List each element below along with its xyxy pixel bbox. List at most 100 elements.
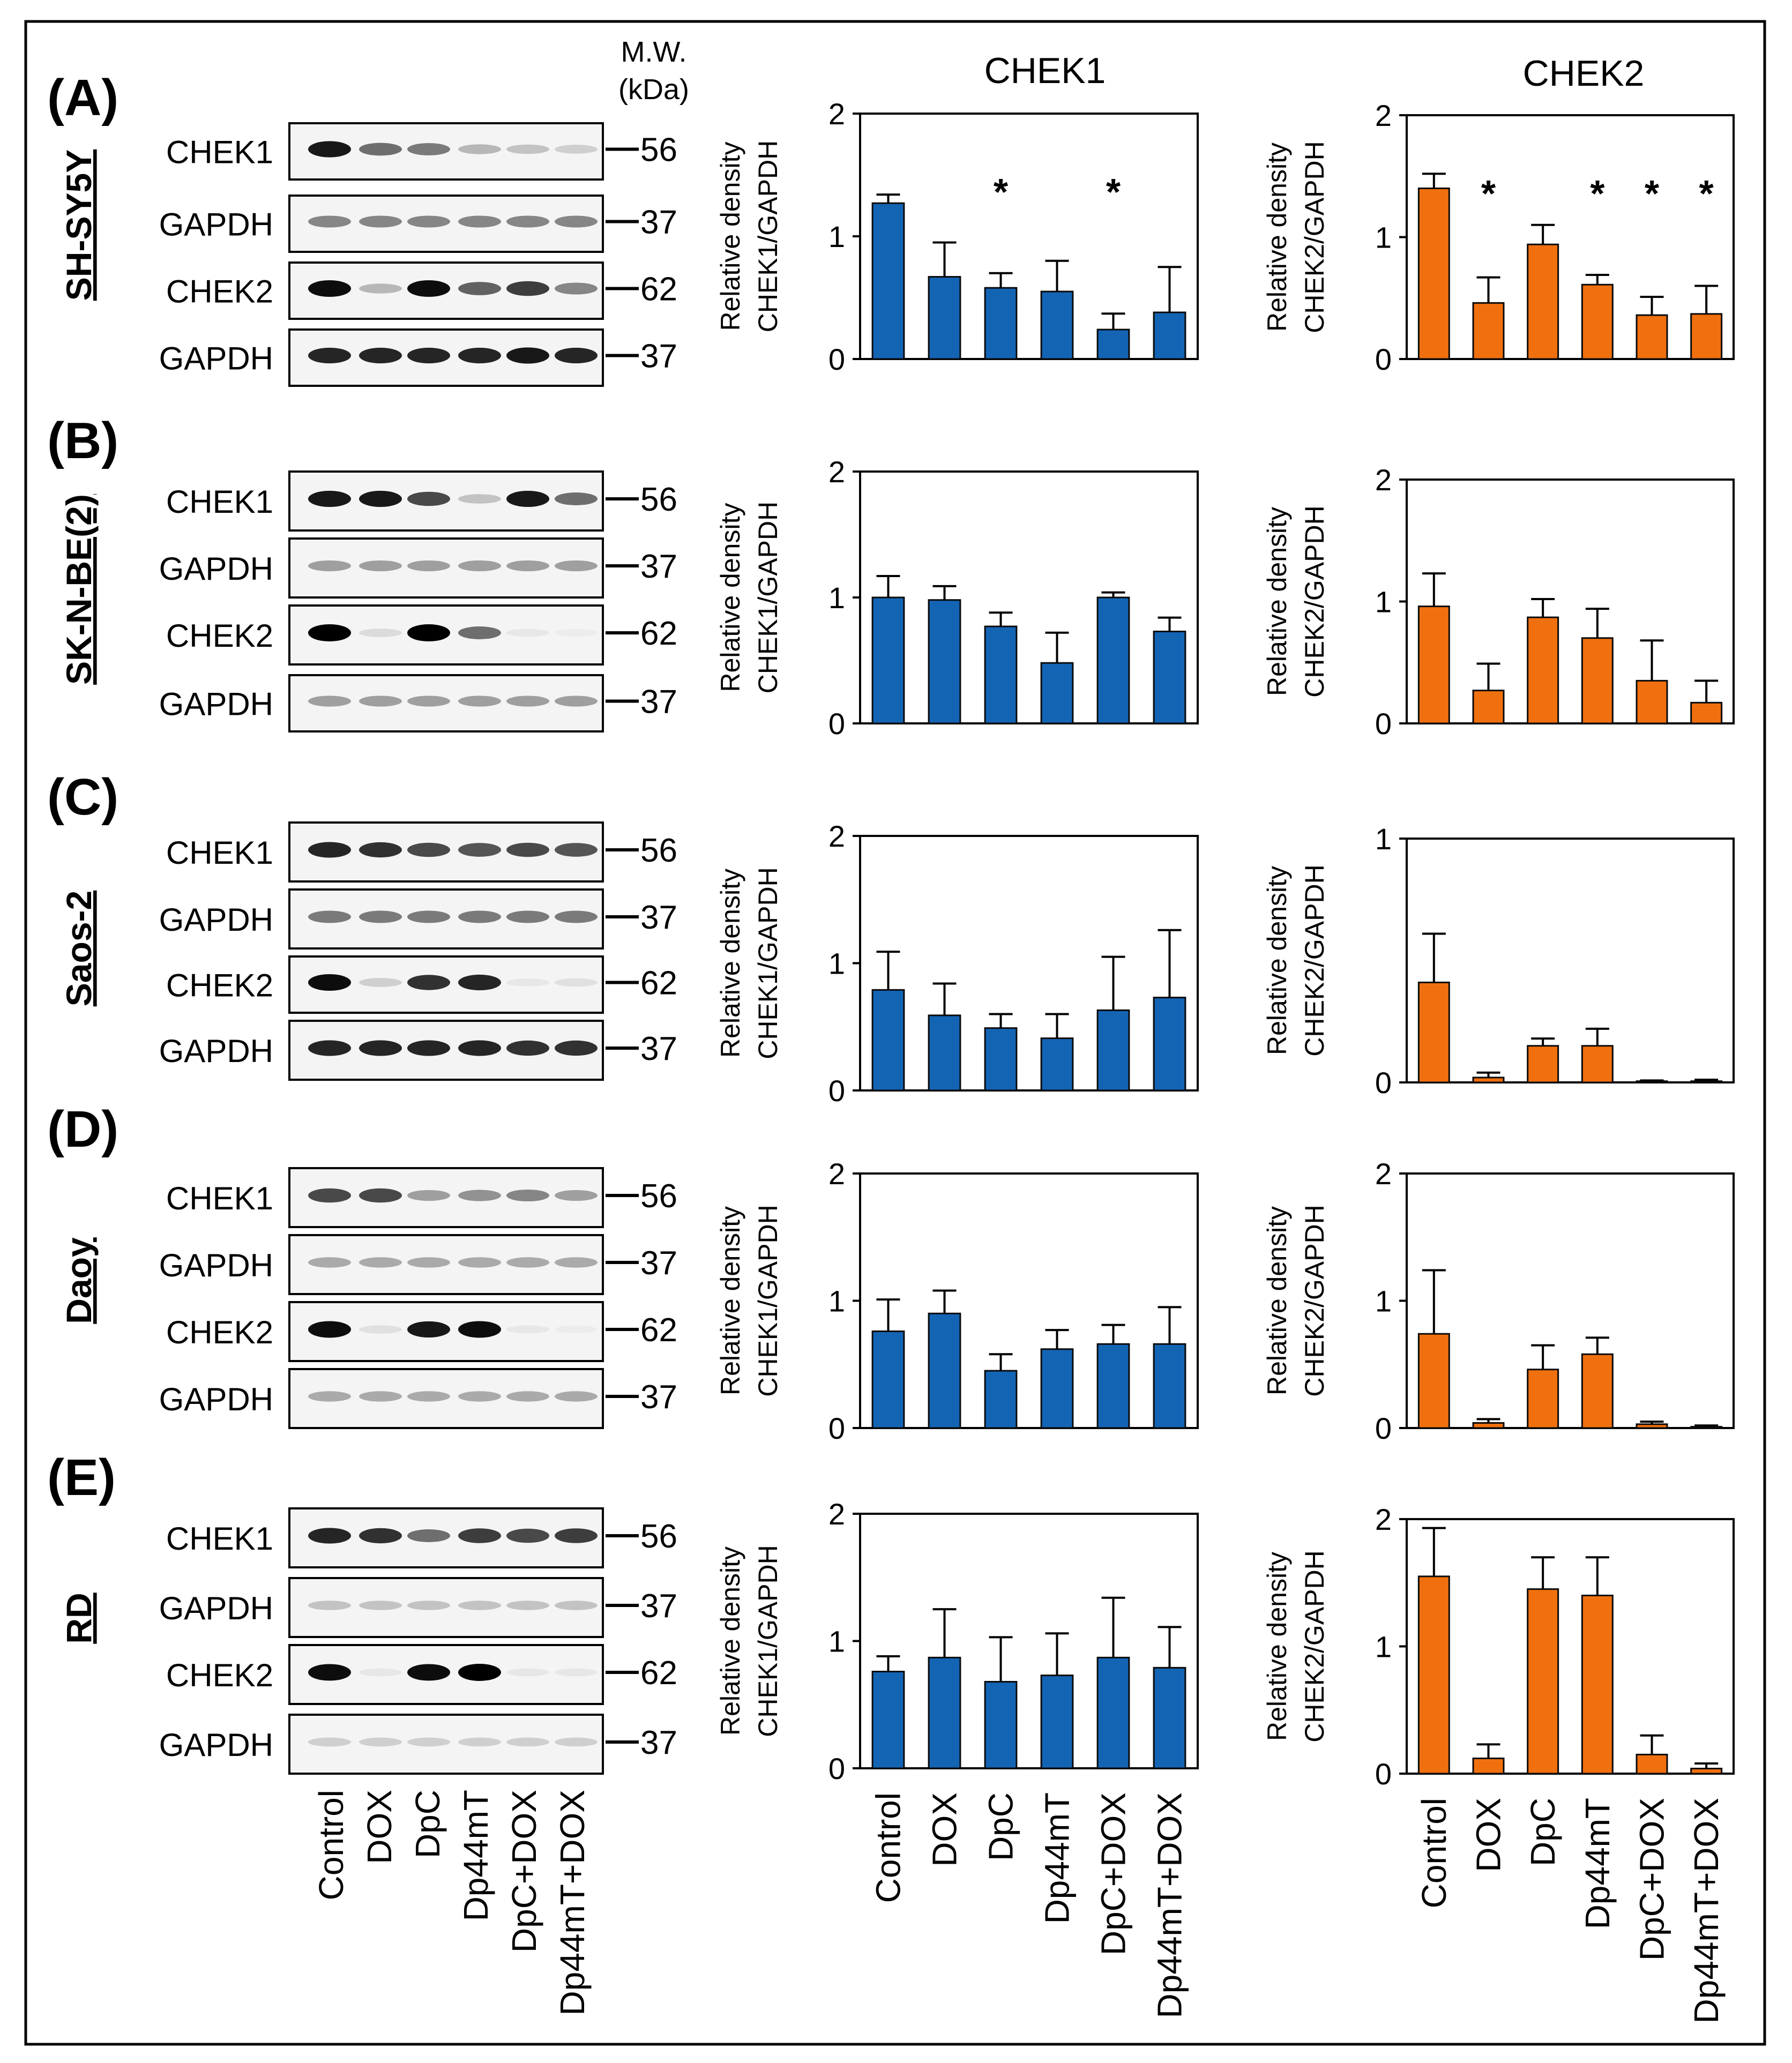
blot-gapdh: GAPDH 37 (159, 195, 677, 253)
y-tick-label: 1 (828, 581, 845, 615)
blot-band (506, 1737, 549, 1747)
blot-chek1: CHEK1 56 (166, 821, 677, 883)
blot-band (407, 1257, 450, 1268)
blot-band (359, 1737, 402, 1747)
blot-band (359, 1601, 402, 1610)
blot-membrane (288, 537, 604, 599)
cell-line-label: Daoy (59, 1237, 99, 1324)
chek1-x-labels: Control DOX DpC Dp44mT DpC+DOX Dp44mT+DOX (869, 1792, 1189, 2018)
blot-band (555, 696, 598, 707)
blot-gapdh: GAPDH 37 (159, 537, 677, 599)
bar (984, 1681, 1018, 1769)
y-axis-label-line1: Relative density (715, 1206, 745, 1395)
blot-label: GAPDH (159, 341, 273, 377)
y-axis-label-line2: CHEK2/GAPDH (1300, 1205, 1330, 1396)
blot-band (506, 696, 549, 707)
bar (1153, 1666, 1186, 1769)
bar (1153, 311, 1186, 360)
blot-band (506, 978, 549, 986)
bar (928, 1656, 961, 1769)
blot-band (308, 1257, 351, 1268)
y-tick-label: 2 (828, 455, 845, 489)
y-axis-label-line1: Relative density (1262, 1552, 1292, 1741)
blot-band (359, 842, 402, 858)
y-tick-label: 0 (828, 1074, 845, 1108)
mw-value: 37 (640, 684, 677, 721)
bar (1417, 606, 1450, 724)
blot-band (308, 974, 351, 991)
blot-band (359, 978, 402, 987)
bar (984, 1370, 1018, 1429)
y-axis-label-line1: Relative density (1262, 507, 1292, 696)
lane-label: Dp44mT (1578, 1798, 1617, 1929)
blot-label: CHEK2 (166, 968, 273, 1004)
blot-gapdh: GAPDH 37 (159, 1368, 677, 1429)
blot-chek1: CHEK1 56 (166, 1167, 677, 1228)
blot-band (407, 143, 450, 155)
bar (1527, 1045, 1559, 1083)
blot-label: CHEK1 (166, 134, 273, 170)
blot-band (458, 1391, 501, 1402)
cell-line-label: SK-N-BE(2) (59, 494, 99, 685)
y-tick-label: 0 (828, 342, 845, 376)
blot-band (359, 347, 402, 364)
y-axis-label-line1: Relative density (715, 869, 745, 1058)
blot-band (555, 910, 598, 923)
y-axis-label-line2: CHEK1/GAPDH (753, 867, 783, 1059)
blot-band (407, 1737, 450, 1747)
y-axis-label-line1: Relative density (715, 1546, 745, 1736)
blot-band (555, 1190, 598, 1201)
blot-band (308, 1321, 351, 1338)
y-axis-label-line2: CHEK1/GAPDH (753, 1545, 783, 1737)
y-tick-label: 1 (1375, 822, 1392, 856)
bar (1096, 1343, 1130, 1429)
blot-band (407, 842, 450, 857)
figure-border (24, 20, 1766, 2046)
blot-band (308, 141, 351, 158)
y-tick-label: 0 (1375, 1411, 1392, 1445)
blot-band (506, 842, 549, 857)
blot-band (555, 560, 598, 572)
significance-marker: * (1699, 173, 1714, 214)
blot-band (407, 624, 450, 641)
blot-membrane (288, 1577, 604, 1638)
y-tick-label: 0 (828, 1752, 845, 1785)
chek2-x-labels: Control DOX DpC Dp44mT DpC+DOX Dp44mT+DOX (1415, 1798, 1726, 2023)
blot-label: CHEK1 (166, 1521, 273, 1557)
lane-label: Dp44mT (1038, 1792, 1077, 1924)
panel-2: (B) SK-N-BE(2) CHEK1 56 GAPDH 37 CHEK2 62 GAPDH 3… (47, 412, 677, 732)
blot-band (308, 842, 351, 858)
bar (1527, 243, 1559, 360)
blot-band (458, 626, 501, 639)
bar (1690, 1080, 1723, 1083)
blot-band (555, 215, 598, 228)
blot-band (359, 1668, 402, 1677)
blot-band (555, 1737, 598, 1747)
lane-label: Dp44mT (457, 1790, 495, 1921)
mw-value: 62 (640, 271, 677, 308)
blot-chek2: CHEK2 62 (166, 1301, 677, 1362)
blot-gapdh: GAPDH 37 (159, 1577, 677, 1638)
blot-band (555, 1391, 598, 1402)
y-axis-label-line2: CHEK2/GAPDH (1300, 864, 1330, 1056)
blot-band (555, 629, 598, 637)
blot-band (407, 280, 450, 297)
bar (928, 276, 961, 360)
panel-letter: (A) (47, 69, 118, 126)
column-title-chek1: CHEK1 (984, 50, 1106, 91)
blot-chek2: CHEK2 62 (166, 261, 677, 320)
blot-band (506, 1189, 549, 1202)
bar (1581, 1045, 1614, 1083)
y-tick-label: 0 (828, 1411, 845, 1445)
y-axis-label-line2: CHEK1/GAPDH (753, 140, 783, 332)
bar (1527, 1369, 1559, 1429)
bar (1636, 314, 1668, 360)
mw-value: 37 (640, 204, 677, 241)
cell-line-label: SH-SY5Y (59, 150, 99, 301)
blot-band (407, 1529, 450, 1542)
y-tick-label: 0 (1375, 707, 1392, 741)
mw-value: 37 (640, 548, 677, 585)
blot-band (308, 490, 351, 507)
blot-band (458, 910, 501, 923)
